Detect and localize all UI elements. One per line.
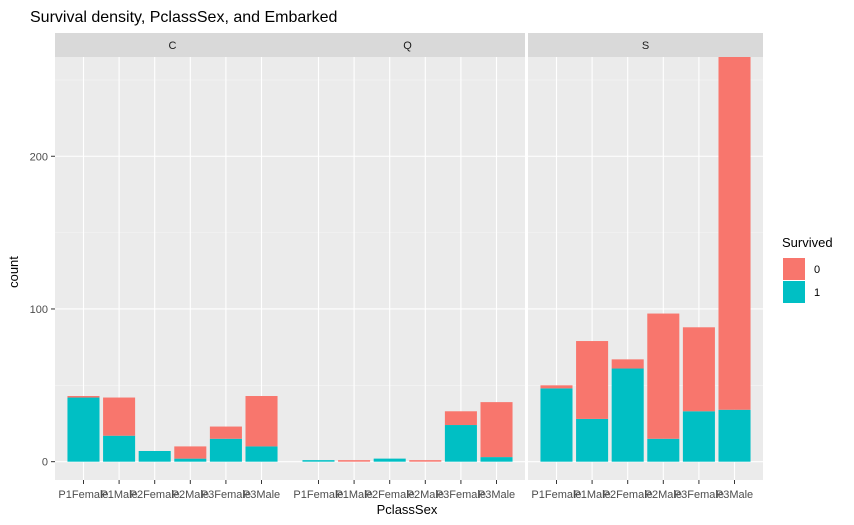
bar-survived-0 (103, 397, 136, 436)
facet-panel: C (55, 33, 290, 480)
bar-survived-1 (718, 409, 751, 462)
x-tick-label: P1Male (335, 489, 372, 501)
bar-survived-0 (245, 396, 278, 447)
bar-survived-0 (174, 446, 207, 459)
bar-survived-0 (338, 460, 371, 462)
x-tick-label: P2Male (172, 489, 209, 501)
x-tick-label: P3Male (716, 489, 753, 501)
bar-survived-0 (209, 426, 242, 439)
facet-strip (290, 33, 525, 57)
legend-label: 0 (814, 264, 820, 276)
x-tick-label: P2Female (130, 489, 180, 501)
facet-strip (55, 33, 290, 57)
facet-strip-label: Q (403, 40, 412, 52)
x-tick-label: P3Female (436, 489, 486, 501)
x-tick-label: P1Female (58, 489, 108, 501)
bar-survived-0 (647, 313, 680, 439)
x-tick-label: P1Male (573, 489, 610, 501)
bar-survived-0 (444, 411, 477, 426)
bar-survived-1 (138, 450, 171, 462)
legend-label: 1 (814, 287, 820, 299)
x-tick-label: P2Female (603, 489, 653, 501)
x-axis: P1FemaleP1MaleP2FemaleP2MaleP3FemaleP3Ma… (58, 480, 753, 501)
legend-title: Survived (782, 235, 833, 250)
facet-strip-label: C (169, 40, 177, 52)
x-tick-label: P3Female (674, 489, 724, 501)
legend-key-0 (783, 258, 805, 280)
x-tick-label: P3Male (478, 489, 515, 501)
bar-survived-1 (302, 460, 335, 462)
bar-survived-1 (373, 458, 406, 462)
y-tick-label: 0 (42, 457, 48, 469)
facet-strip-label: S (642, 40, 649, 52)
bar-survived-0 (576, 341, 609, 419)
facet-strip (528, 33, 763, 57)
bar-survived-0 (718, 57, 751, 410)
bar-survived-0 (409, 460, 442, 462)
facet-panel: S (528, 33, 763, 480)
bar-survived-1 (576, 418, 609, 462)
y-tick-label: 200 (30, 151, 48, 163)
x-tick-label: P3Female (201, 489, 251, 501)
x-tick-label: P1Male (100, 489, 137, 501)
x-axis-title: PclassSex (377, 502, 438, 517)
bar-survived-1 (480, 457, 513, 462)
bar-survived-1 (67, 397, 100, 462)
legend-key-1 (783, 281, 805, 303)
legend: Survived 0 1 (782, 235, 833, 303)
x-tick-label: P2Male (407, 489, 444, 501)
bar-survived-1 (682, 411, 715, 462)
x-tick-label: P2Male (645, 489, 682, 501)
bar-survived-0 (682, 327, 715, 412)
y-tick-label: 100 (30, 304, 48, 316)
bar-survived-0 (540, 385, 573, 389)
bar-survived-1 (245, 446, 278, 462)
y-axis: 0 100 200 (30, 151, 55, 469)
x-tick-label: P1Female (293, 489, 343, 501)
bar-survived-1 (611, 368, 644, 462)
bar-survived-1 (647, 438, 680, 462)
x-tick-label: P2Female (365, 489, 415, 501)
bar-survived-1 (174, 458, 207, 462)
facet-panel: Q (290, 33, 525, 480)
x-tick-label: P3Male (243, 489, 280, 501)
x-tick-label: P1Female (531, 489, 581, 501)
bar-survived-1 (540, 388, 573, 462)
bar-survived-1 (444, 425, 477, 462)
bar-survived-0 (67, 396, 100, 398)
bar-survived-0 (480, 402, 513, 458)
y-axis-title: count (6, 256, 21, 288)
chart-title: Survival density, PclassSex, and Embarke… (30, 9, 337, 26)
bar-survived-1 (103, 435, 136, 462)
bar-survived-0 (611, 359, 644, 369)
bar-survived-1 (209, 438, 242, 462)
